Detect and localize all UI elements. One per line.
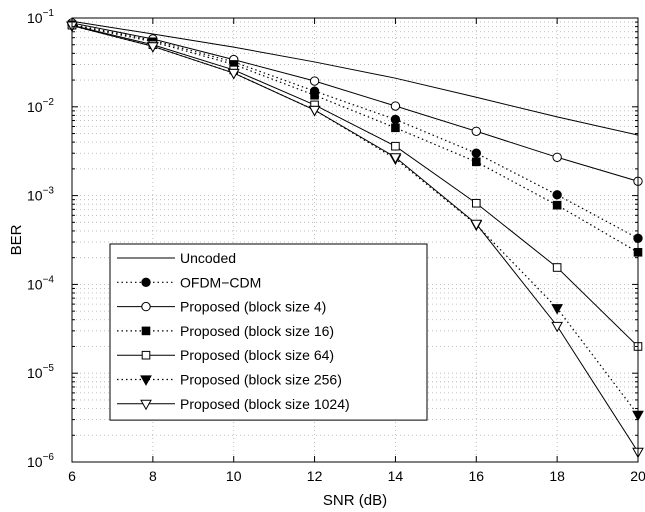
x-tick-label: 8 — [149, 468, 157, 484]
legend-label-0: Uncoded — [180, 250, 236, 266]
legend: Uncoded OFDM−CDM Proposed (block size 4) Pr… — [109, 243, 428, 421]
y-tick-labels: 10−1 10−2 10−3 10−4 10−5 10−6 — [27, 8, 54, 470]
legend-marker-2 — [141, 301, 151, 312]
x-tick-label: 20 — [630, 468, 645, 484]
series-markers — [66, 18, 644, 459]
data-point — [470, 219, 483, 231]
data-point — [471, 198, 481, 208]
x-tick-label: 6 — [68, 468, 76, 484]
y-tick-label: 10−3 — [27, 186, 54, 204]
series-line-3 — [71, 24, 639, 253]
data-point — [310, 90, 319, 100]
data-point — [389, 153, 402, 164]
x-tick-label: 16 — [468, 468, 484, 484]
legend-label-3: Proposed (block size 16) — [180, 323, 334, 339]
x-tick-label: 18 — [549, 468, 565, 484]
y-axis-title: BER — [8, 224, 25, 255]
x-tick-labels: 6 8 10 12 14 16 18 20 — [68, 468, 645, 484]
y-tick-label: 10−5 — [27, 363, 54, 381]
series-line-4 — [71, 24, 639, 347]
axis-ticks — [71, 18, 639, 463]
x-tick-label: 10 — [226, 468, 242, 484]
data-point — [391, 141, 400, 151]
legend-label-6: Proposed (block size 1024) — [180, 396, 350, 412]
legend-marker-1 — [141, 277, 151, 287]
data-point — [308, 105, 321, 117]
data-point — [551, 304, 563, 315]
legend-label-4: Proposed (block size 64) — [180, 347, 334, 363]
data-point — [552, 263, 562, 272]
data-point — [390, 114, 401, 125]
series-line-2 — [71, 22, 639, 182]
legend-label-1: OFDM−CDM — [180, 274, 261, 290]
data-point — [227, 68, 240, 80]
data-point — [390, 101, 401, 111]
y-tick-label: 10−1 — [27, 8, 54, 26]
y-tick-label: 10−6 — [27, 452, 54, 470]
plot-frame — [71, 17, 639, 463]
data-point — [471, 157, 481, 167]
legend-label-2: Proposed (block size 4) — [180, 299, 326, 315]
data-point — [552, 190, 562, 200]
x-tick-label: 12 — [307, 468, 323, 484]
legend-label-5: Proposed (block size 256) — [180, 372, 342, 388]
data-point — [147, 42, 159, 53]
series-line-6 — [71, 25, 639, 453]
data-point — [471, 148, 481, 158]
series-line-0 — [71, 20, 639, 136]
legend-marker-6 — [140, 399, 152, 411]
x-tick-label: 14 — [388, 468, 404, 484]
data-point — [391, 123, 400, 133]
y-tick-label: 10−4 — [27, 274, 54, 292]
series-lines — [71, 20, 639, 453]
legend-marker-3 — [141, 326, 151, 336]
legend-marker-4 — [141, 350, 151, 360]
x-axis-title: SNR (dB) — [323, 492, 387, 509]
legend-marker-5 — [140, 375, 152, 386]
data-point — [309, 76, 320, 86]
data-point — [551, 321, 563, 333]
data-point — [552, 152, 562, 162]
data-point — [471, 126, 481, 136]
legend-box — [109, 243, 428, 421]
data-point — [552, 200, 562, 210]
y-tick-label: 10−2 — [27, 97, 54, 115]
